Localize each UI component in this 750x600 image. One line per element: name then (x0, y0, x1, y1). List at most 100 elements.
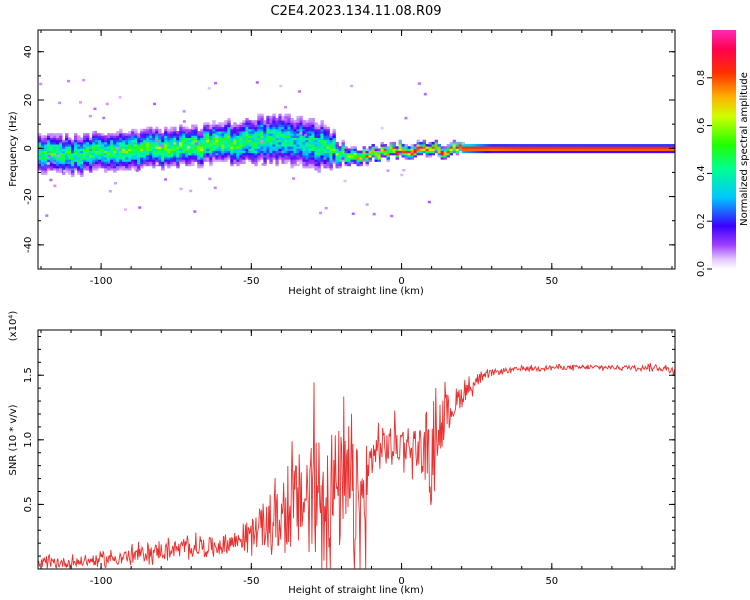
heatmap-cell (539, 144, 544, 147)
heatmap-cell (209, 146, 213, 149)
heatmap-cell (365, 157, 369, 160)
heatmap-cell (89, 146, 93, 149)
heatmap-cell (218, 141, 222, 145)
heatmap-cell (569, 144, 574, 147)
heatmap-cell (113, 141, 117, 145)
heatmap-cell (38, 135, 42, 138)
heatmap-cell (320, 126, 324, 130)
colorbar-tick-label: 0.0 (696, 261, 707, 277)
heatmap-cell (440, 154, 445, 158)
heatmap-cell (233, 126, 237, 130)
heatmap-cell (350, 161, 354, 165)
heatmap-cell (257, 133, 261, 136)
heatmap-cell (233, 124, 237, 128)
heatmap-cell (206, 139, 210, 143)
heatmap-cell (317, 133, 321, 136)
heatmap-cell (275, 124, 279, 128)
heatmap-speckle (39, 82, 43, 86)
heatmap-cell (254, 146, 258, 149)
heatmap-cell (329, 141, 333, 145)
heatmap-cell (203, 133, 207, 136)
heatmap-cell (218, 137, 222, 141)
heatmap-cell (197, 148, 201, 151)
heatmap-speckle (304, 133, 308, 137)
heatmap-cell (320, 146, 324, 149)
heatmap-cell (422, 141, 426, 145)
heatmap-cell (164, 159, 168, 162)
heatmap-cell (305, 146, 309, 149)
heatmap-cell (203, 152, 207, 156)
heatmap-cell (53, 167, 57, 171)
heatmap-cell (134, 157, 138, 160)
colorbar-tick-label: 0.2 (696, 213, 707, 229)
heatmap-cell (149, 139, 153, 143)
heatmap-cell (407, 150, 411, 154)
heatmap-cell (101, 148, 105, 151)
heatmap-cell (239, 152, 243, 156)
heatmap-cell (344, 163, 348, 167)
heatmap-cell (92, 148, 96, 151)
heatmap-cell (203, 154, 207, 158)
colorbar-tick-label: 0.6 (696, 118, 707, 134)
heatmap-cell (299, 159, 303, 162)
heatmap-cell (47, 157, 51, 160)
heatmap-cell (71, 152, 75, 156)
heatmap-cell (659, 146, 664, 149)
heatmap-cell (116, 139, 120, 143)
heatmap-cell (611, 146, 616, 149)
heatmap-cell (248, 137, 252, 141)
heatmap-cell (338, 154, 342, 158)
heatmap-cell (290, 159, 294, 162)
heatmap-cell (53, 141, 57, 145)
heatmap-cell (212, 150, 216, 154)
heatmap-cell (239, 133, 243, 136)
heatmap-cell (188, 148, 192, 151)
heatmap-cell (314, 122, 318, 125)
heatmap-cell (107, 161, 111, 165)
snr-x-tick-label: -100 (90, 576, 113, 587)
heatmap-cell (428, 154, 433, 158)
heatmap-cell (74, 157, 78, 160)
heatmap-cell (461, 146, 466, 149)
heatmap-cell (224, 131, 228, 134)
heatmap-cell (122, 167, 126, 171)
heatmap-cell (80, 174, 84, 178)
heatmap-cell (119, 159, 123, 162)
heatmap-cell (326, 139, 330, 143)
heatmap-cell (182, 148, 186, 151)
heatmap-speckle (47, 154, 51, 158)
heatmap-cell (71, 157, 75, 160)
heatmap-cell (284, 122, 288, 125)
heatmap-cell (230, 128, 234, 132)
heatmap-cell (164, 146, 168, 149)
heatmap-cell (227, 128, 231, 132)
heatmap-cell (290, 122, 294, 125)
heatmap-cell (74, 165, 78, 169)
heatmap-cell (89, 139, 93, 143)
heatmap-cell (134, 144, 138, 147)
heatmap-cell (80, 144, 84, 147)
heatmap-cell (230, 163, 234, 167)
heatmap-speckle (49, 178, 53, 182)
heatmap-cell (524, 146, 529, 149)
heatmap-cell (257, 148, 261, 151)
heatmap-cell (266, 126, 270, 130)
heatmap-speckle (423, 92, 427, 96)
heatmap-cell (275, 152, 279, 156)
heatmap-cell (284, 157, 288, 160)
heatmap-cell (368, 159, 372, 162)
heatmap-cell (245, 144, 249, 147)
heatmap-cell (206, 122, 210, 125)
heatmap-cell (44, 144, 48, 147)
heatmap-cell (146, 154, 150, 158)
heatmap-cell (305, 141, 309, 145)
heatmap-cell (296, 159, 300, 162)
heatmap-cell (173, 139, 177, 143)
spectrogram-frame (37, 29, 676, 270)
heatmap-cell (320, 124, 324, 128)
heatmap-cell (95, 157, 99, 160)
heatmap-cell (131, 159, 135, 162)
heatmap-cell (299, 126, 303, 130)
heatmap-cell (119, 135, 123, 138)
